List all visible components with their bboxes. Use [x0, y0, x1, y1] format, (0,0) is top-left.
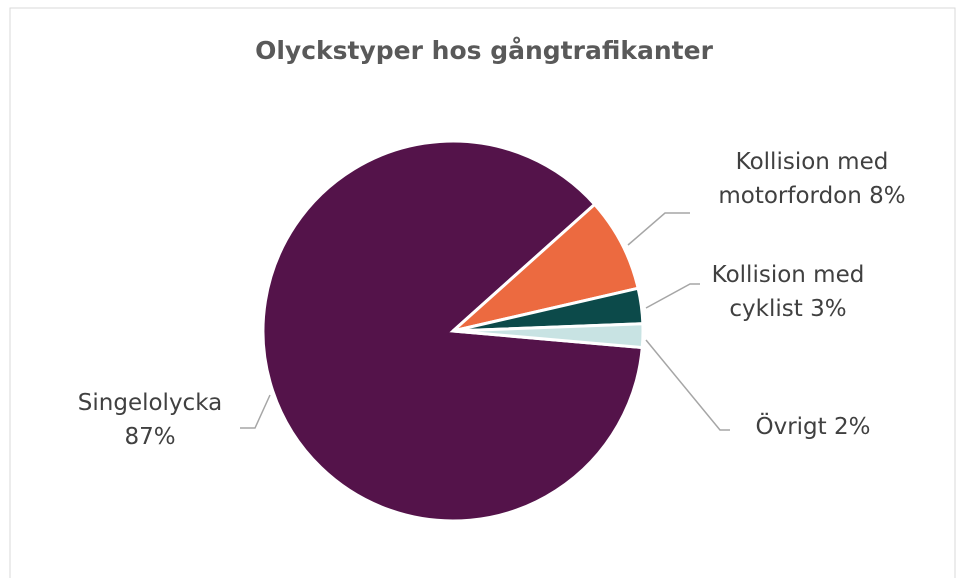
pie: [261, 139, 645, 523]
pie-slice: [452, 322, 645, 350]
leader-line: [240, 394, 271, 429]
category-label: Singelolycka: [77, 390, 223, 416]
leader-line: [645, 283, 700, 309]
category-label: Övrigt: [755, 414, 827, 440]
leader-line: [627, 212, 690, 246]
category-label: Kollision med cyklist: [711, 262, 865, 322]
category-label: Kollision med motorfordon: [718, 149, 889, 209]
chart-title: Olyckstyper hos gångtrafikanter: [255, 36, 713, 65]
value-label: 87%: [124, 424, 176, 450]
value-label: 3%: [810, 296, 847, 322]
value-label: 8%: [869, 183, 906, 209]
leader-line: [645, 339, 730, 431]
data-label: Singelolycka 87%: [50, 386, 250, 454]
leader-lines: [240, 212, 730, 431]
data-label: Övrigt 2%: [733, 410, 893, 444]
data-label: Kollision med cyklist 3%: [698, 258, 878, 326]
value-label: 2%: [834, 414, 871, 440]
pie-slice: [452, 202, 640, 333]
data-label: Kollision med motorfordon 8%: [692, 145, 932, 213]
